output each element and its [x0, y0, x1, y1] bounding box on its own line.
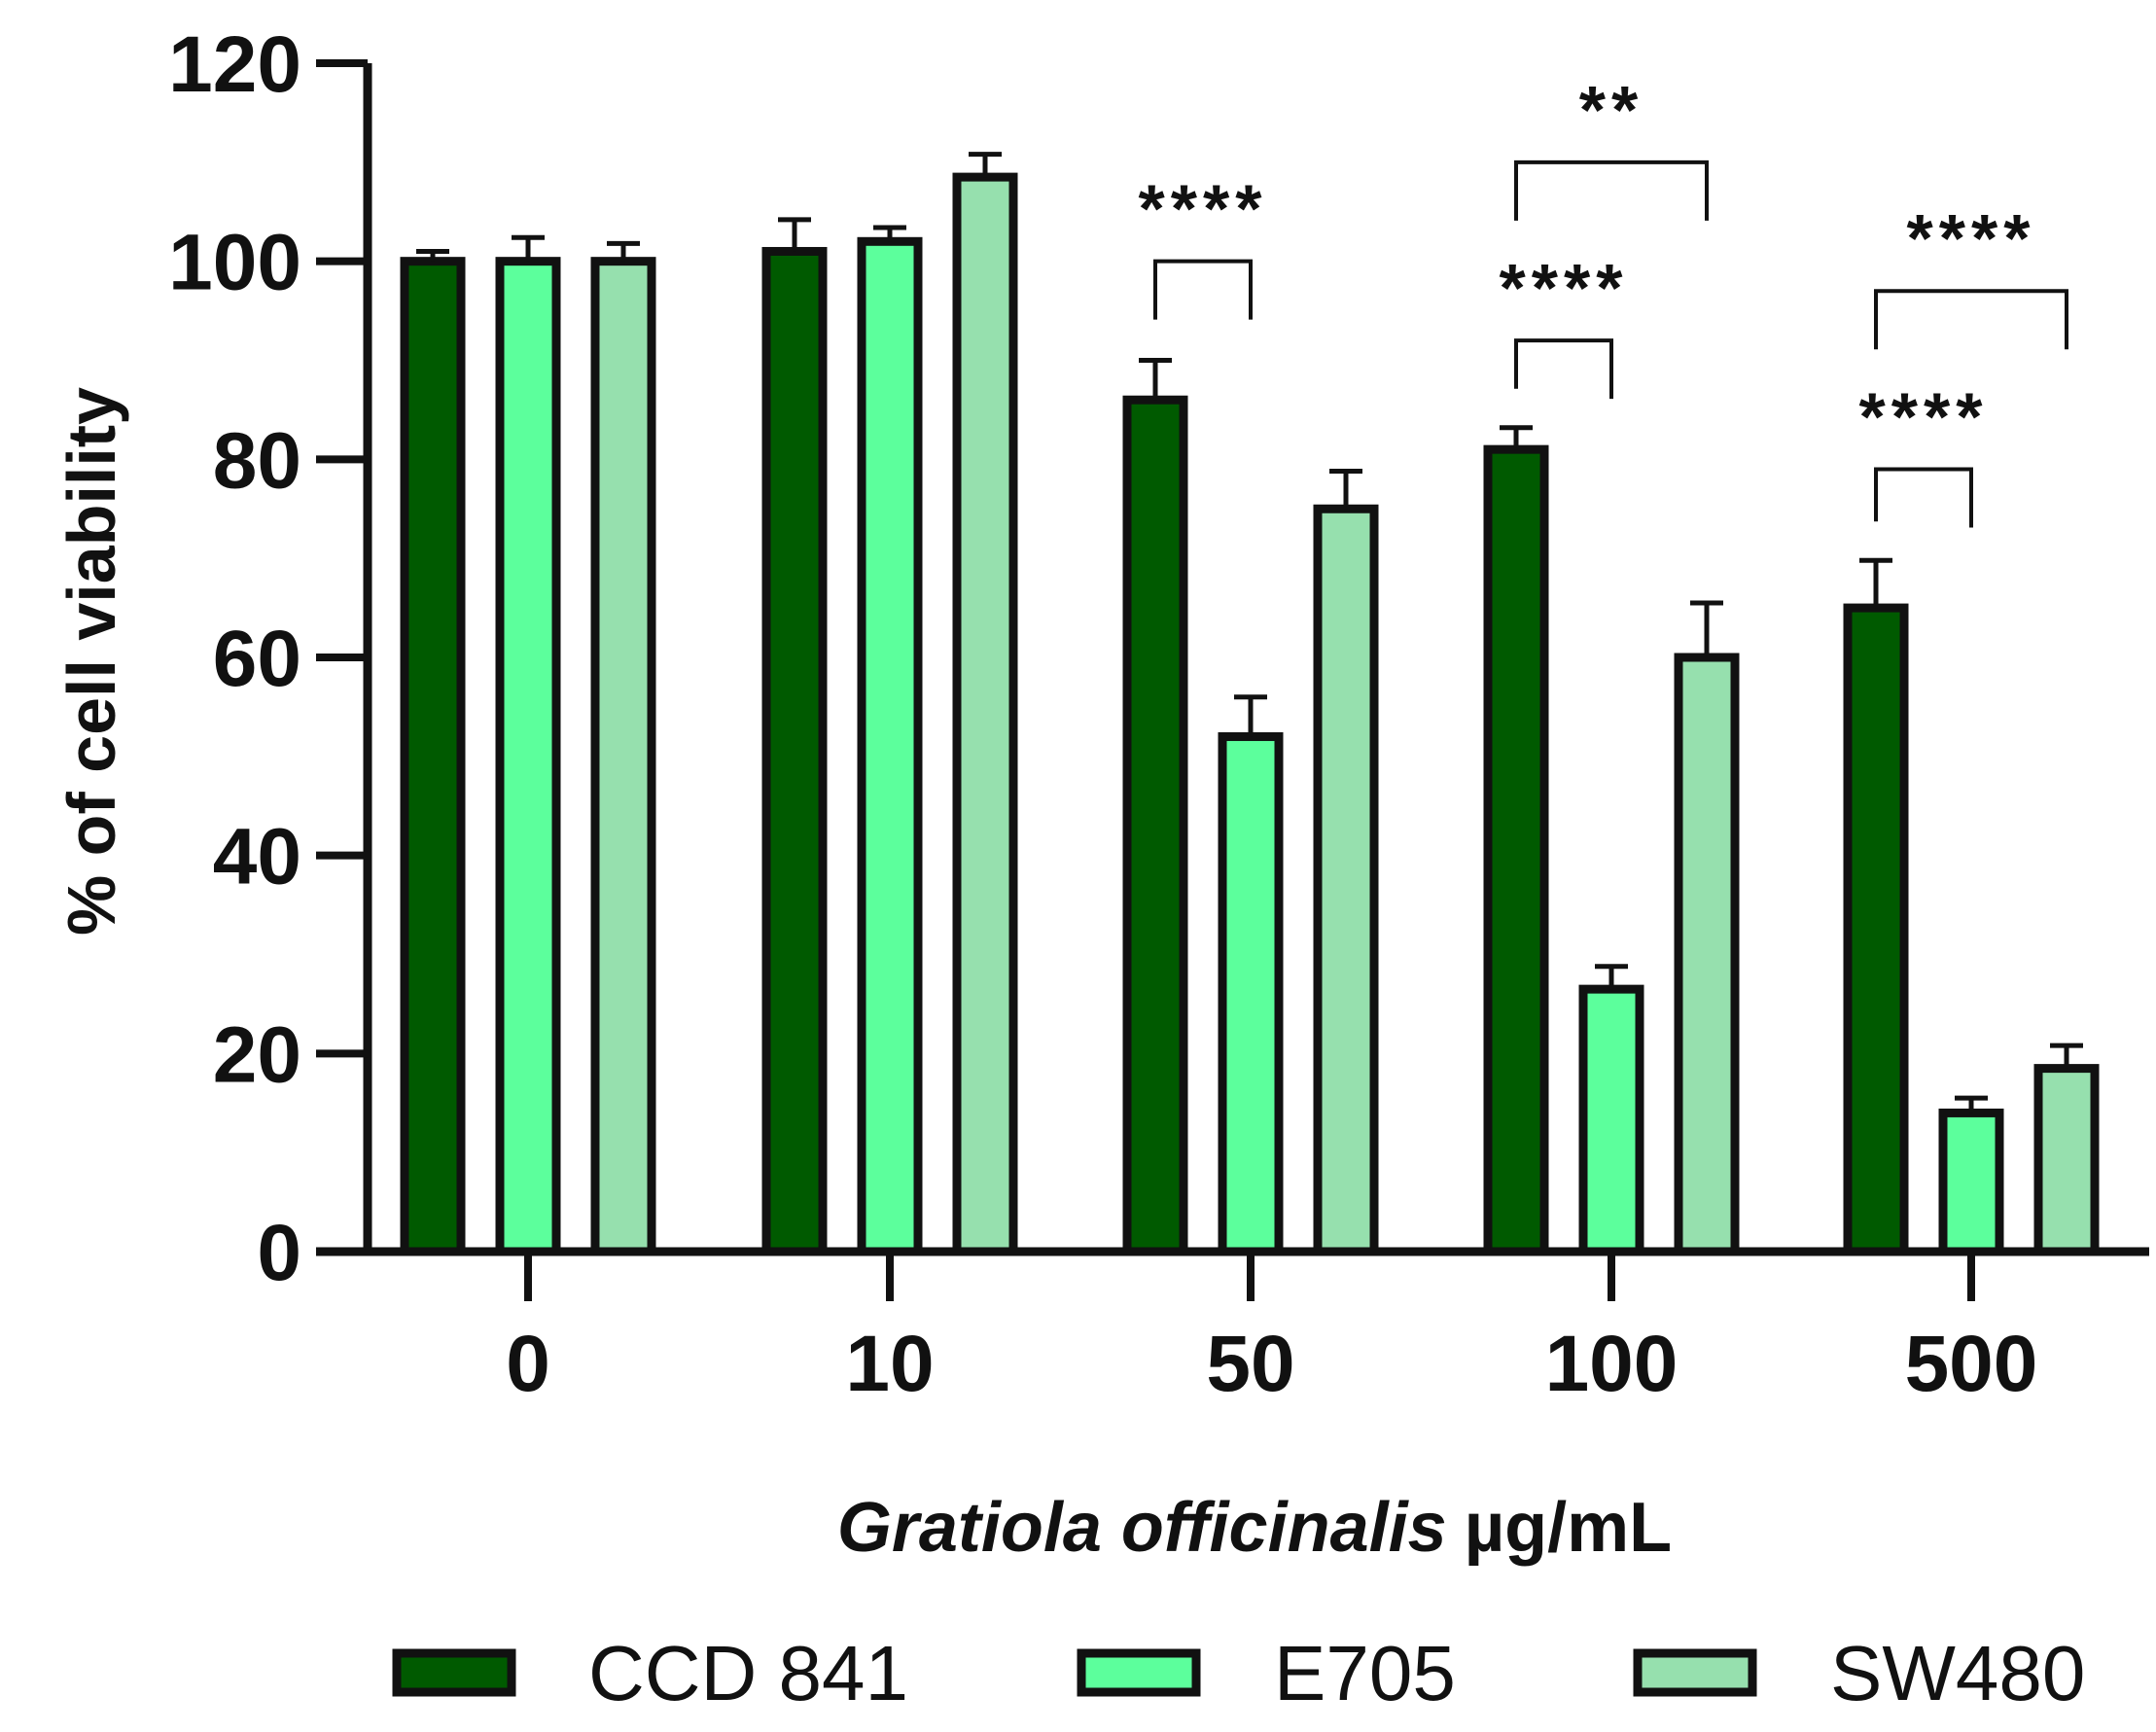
significance-bracket	[1514, 159, 1709, 221]
bar-e705-50	[1218, 731, 1284, 1256]
legend-label: CCD 841	[588, 1630, 908, 1716]
x-tick-label: 0	[506, 1320, 550, 1408]
y-tick-label: 120	[168, 20, 301, 109]
bar-ccd-841-10	[761, 246, 828, 1256]
significance-label: ****	[1859, 379, 1989, 455]
y-tick-label: 60	[213, 615, 301, 703]
x-axis-label-species: Gratiola officinalis	[837, 1489, 1447, 1567]
significance-bracket	[1153, 259, 1253, 320]
x-tick-label: 500	[1905, 1320, 2038, 1408]
bar-sw480-500	[2033, 1064, 2100, 1256]
y-tick-label: 20	[213, 1010, 301, 1099]
bar-ccd-841-500	[1843, 603, 1909, 1256]
y-axis-label: % of cell viability	[53, 387, 129, 936]
legend-swatch-sw480	[1633, 1648, 1757, 1697]
x-tick-label: 100	[1545, 1320, 1679, 1408]
bar-sw480-0	[590, 257, 656, 1256]
bar-sw480-100	[1674, 653, 1740, 1256]
legend: CCD 841 E705 SW480	[392, 1630, 2085, 1716]
significance-label: **	[1579, 72, 1644, 148]
x-tick-label: 50	[1206, 1320, 1294, 1408]
legend-swatch-e705	[1077, 1648, 1201, 1697]
bar-ccd-841-100	[1483, 444, 1549, 1256]
y-tick-label: 0	[257, 1209, 301, 1297]
bar-e705-100	[1578, 984, 1644, 1256]
significance-layer: ******************	[1139, 72, 2068, 528]
y-tick-label: 80	[213, 416, 301, 505]
x-axis-label: Gratiola officinalis µg/mL	[837, 1489, 1672, 1567]
significance-bracket	[1514, 338, 1613, 400]
bar-e705-500	[1938, 1108, 2004, 1256]
significance-bracket	[1874, 289, 2068, 350]
x-axis-label-unit: µg/mL	[1465, 1489, 1672, 1567]
bar-ccd-841-50	[1122, 395, 1188, 1256]
legend-swatch-ccd-841	[392, 1648, 516, 1697]
bar-sw480-10	[952, 172, 1018, 1256]
x-tick-label: 10	[845, 1320, 934, 1408]
bar-e705-0	[495, 257, 561, 1256]
bar-sw480-50	[1313, 504, 1379, 1256]
bar-e705-10	[857, 236, 923, 1256]
y-tick-label: 40	[213, 813, 301, 901]
bars-layer	[400, 152, 2100, 1256]
ticks-layer: 0 20 40 60 80 100 120 0 10 50 100 500	[168, 20, 2037, 1408]
significance-label: ****	[1500, 250, 1629, 326]
y-tick-label: 100	[168, 219, 301, 307]
legend-label: SW480	[1830, 1630, 2085, 1716]
legend-label: E705	[1274, 1630, 1456, 1716]
significance-bracket	[1874, 467, 1973, 528]
significance-label: ****	[1907, 200, 2036, 276]
significance-label: ****	[1139, 171, 1268, 247]
bar-ccd-841-0	[400, 257, 466, 1256]
